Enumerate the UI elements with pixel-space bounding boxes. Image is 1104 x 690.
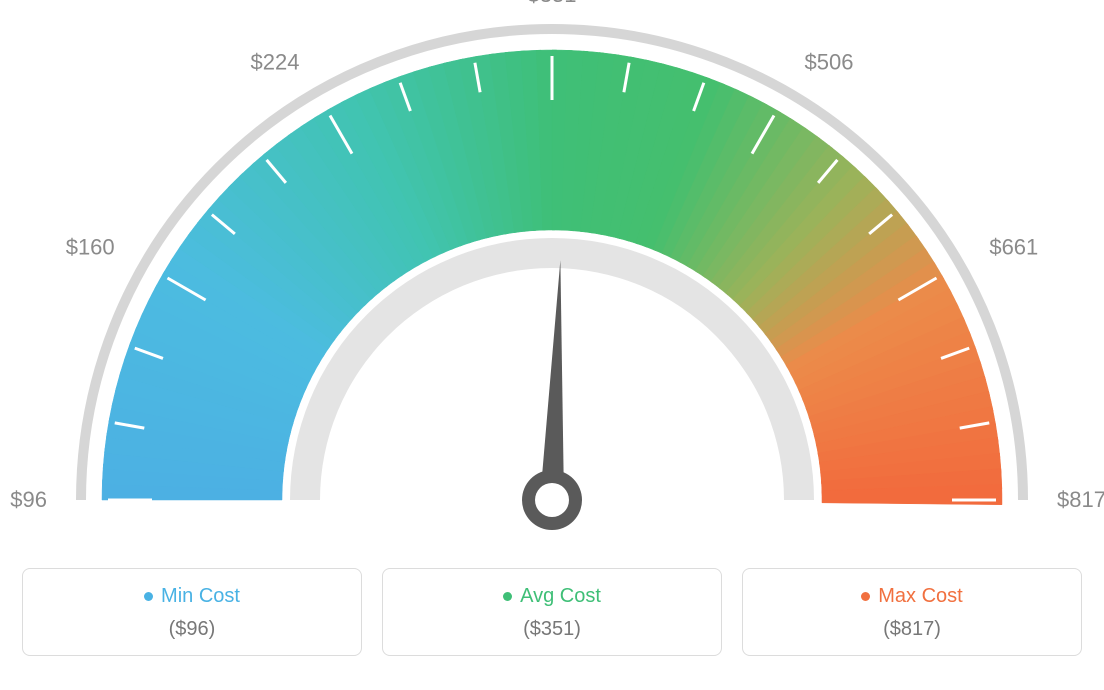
legend-value-min: ($96) — [169, 618, 216, 641]
legend-label-max: Max Cost — [878, 585, 962, 608]
legend-dot-avg — [503, 592, 512, 601]
gauge-tick-label: $96 — [10, 487, 47, 512]
legend-label-min: Min Cost — [161, 585, 240, 608]
legend-card-min: Min Cost ($96) — [22, 568, 362, 656]
legend-title-min: Min Cost — [144, 585, 240, 608]
gauge-tick-label: $817 — [1057, 487, 1104, 512]
gauge-tick-label: $160 — [66, 235, 115, 260]
legend-title-avg: Avg Cost — [503, 585, 601, 608]
gauge-tick-label: $661 — [989, 235, 1038, 260]
gauge-tick-label: $351 — [528, 0, 577, 7]
gauge-tick-label: $506 — [805, 50, 854, 75]
legend-dot-max — [861, 592, 870, 601]
gauge-area: $96 $160 $224 $351 $506 $661 $817 — [0, 0, 1104, 560]
legend-card-avg: Avg Cost ($351) — [382, 568, 722, 656]
legend-row: Min Cost ($96) Avg Cost ($351) Max Cost … — [22, 568, 1082, 656]
cost-gauge: $96 $160 $224 $351 $506 $661 $817 — [0, 0, 1104, 560]
legend-value-avg: ($351) — [523, 618, 581, 641]
gauge-tick-label: $224 — [251, 50, 300, 75]
legend-dot-min — [144, 592, 153, 601]
legend-title-max: Max Cost — [861, 585, 962, 608]
chart-container: $96 $160 $224 $351 $506 $661 $817 Min Cost ($9… — [0, 0, 1104, 690]
legend-label-avg: Avg Cost — [520, 585, 601, 608]
legend-value-max: ($817) — [883, 618, 941, 641]
legend-card-max: Max Cost ($817) — [742, 568, 1082, 656]
